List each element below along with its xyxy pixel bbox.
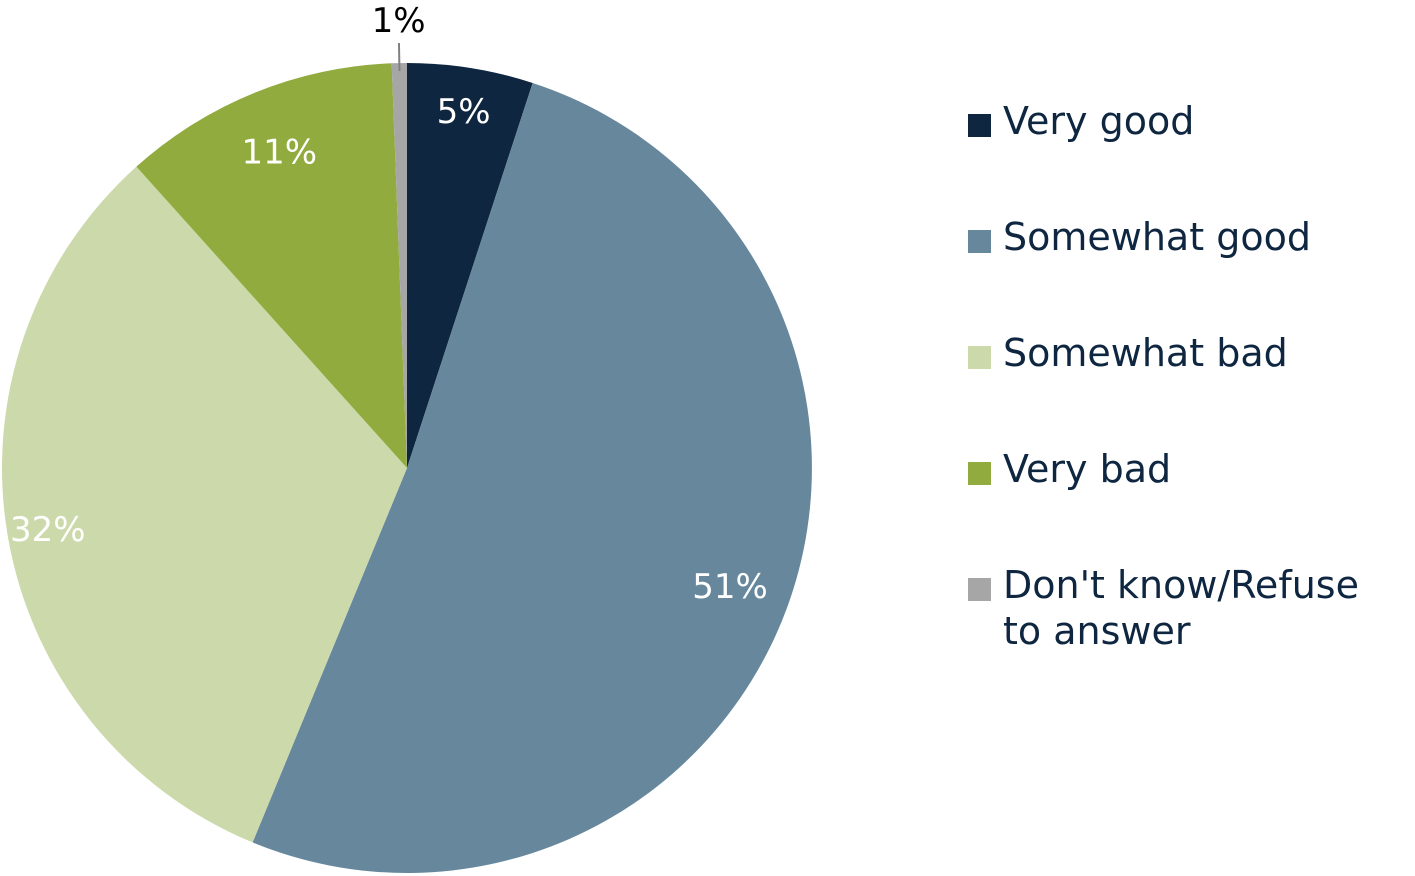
pie-slice-very-good <box>407 63 533 468</box>
slice-label-somewhat-bad: 32% <box>10 510 86 550</box>
legend-label-very-bad: Very bad <box>1003 447 1172 491</box>
legend-swatch-dont-know <box>968 578 991 601</box>
legend-swatch-very-bad <box>968 462 991 485</box>
legend-item-very-bad: Very bad <box>968 446 1408 492</box>
legend-label-very-good: Very good <box>1003 99 1195 143</box>
pie-slice-somewhat-bad <box>1 166 408 843</box>
pie-slice-very-bad <box>136 63 407 468</box>
legend-item-somewhat-bad: Somewhat bad <box>968 330 1408 376</box>
legend-swatch-somewhat-good <box>968 230 991 253</box>
slice-label-very-bad: 11% <box>242 133 318 173</box>
legend-label-dont-know: Don't know/Refuse to answer <box>1003 563 1359 653</box>
legend: Very good Somewhat good Somewhat bad Ver… <box>968 98 1408 724</box>
leader-line-don-t-know-refuse-to-answer <box>397 43 401 72</box>
legend-item-very-good: Very good <box>968 98 1408 144</box>
slice-label-don-t-know-refuse-to-answer: 1% <box>372 1 426 41</box>
pie-slices <box>1 63 812 873</box>
legend-swatch-somewhat-bad <box>968 346 991 369</box>
slice-labels: 5% 51% 32% 11% 1% <box>10 1 768 607</box>
legend-item-somewhat-good: Somewhat good <box>968 214 1408 260</box>
slice-label-very-good: 5% <box>437 92 491 132</box>
legend-item-dont-know: Don't know/Refuse to answer <box>968 562 1408 654</box>
legend-swatch-very-good <box>968 114 991 137</box>
legend-label-somewhat-good: Somewhat good <box>1003 215 1311 259</box>
legend-label-somewhat-bad: Somewhat bad <box>1003 331 1288 375</box>
leader-lines <box>397 43 401 72</box>
slice-label-somewhat-good: 51% <box>692 567 768 607</box>
pie-slice-somewhat-good <box>252 82 812 873</box>
pie-slice-don-t-know-refuse-to-answer <box>391 63 407 468</box>
